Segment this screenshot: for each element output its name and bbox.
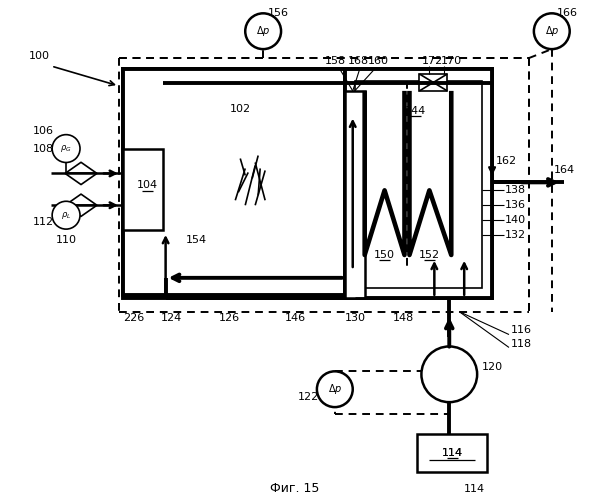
Bar bbox=[417, 434, 487, 472]
Text: 226: 226 bbox=[123, 312, 144, 322]
Text: 106: 106 bbox=[33, 126, 54, 136]
Circle shape bbox=[421, 346, 477, 402]
Text: $\Delta p$: $\Delta p$ bbox=[327, 382, 342, 396]
Circle shape bbox=[534, 14, 570, 49]
Text: 146: 146 bbox=[285, 312, 306, 322]
Text: Фиг. 15: Фиг. 15 bbox=[270, 482, 320, 495]
Bar bbox=[355, 81, 482, 288]
Text: 114: 114 bbox=[464, 484, 485, 494]
Text: 148: 148 bbox=[392, 312, 414, 322]
Text: $\rho_G$: $\rho_G$ bbox=[60, 143, 72, 154]
Text: 124: 124 bbox=[161, 312, 182, 322]
Text: $\Delta p$: $\Delta p$ bbox=[544, 24, 559, 38]
Text: 132: 132 bbox=[505, 230, 526, 240]
Bar bbox=[345, 91, 365, 298]
Text: 112: 112 bbox=[33, 217, 54, 227]
Text: 138: 138 bbox=[505, 186, 526, 196]
Text: 118: 118 bbox=[511, 340, 532, 349]
Text: 166: 166 bbox=[557, 8, 578, 18]
Text: 172: 172 bbox=[421, 56, 443, 66]
Text: 168: 168 bbox=[348, 56, 369, 66]
Text: 100: 100 bbox=[30, 51, 50, 61]
Bar bbox=[123, 69, 345, 294]
Text: 136: 136 bbox=[505, 200, 526, 210]
Circle shape bbox=[52, 134, 80, 162]
Text: 110: 110 bbox=[56, 235, 77, 245]
Text: 162: 162 bbox=[496, 156, 517, 166]
Text: 154: 154 bbox=[186, 235, 207, 245]
Text: $\rho_L$: $\rho_L$ bbox=[61, 210, 71, 220]
Text: 116: 116 bbox=[511, 324, 532, 334]
Text: 170: 170 bbox=[441, 56, 462, 66]
Bar bbox=[345, 69, 492, 298]
Text: 156: 156 bbox=[268, 8, 289, 18]
Text: 130: 130 bbox=[345, 312, 366, 322]
Text: 140: 140 bbox=[505, 215, 526, 225]
Text: 104: 104 bbox=[137, 180, 158, 190]
Text: 164: 164 bbox=[554, 166, 575, 175]
Text: 152: 152 bbox=[419, 250, 440, 260]
Circle shape bbox=[245, 14, 281, 49]
Circle shape bbox=[52, 202, 80, 229]
Text: 120: 120 bbox=[482, 362, 504, 372]
Text: 122: 122 bbox=[298, 392, 319, 402]
Text: 108: 108 bbox=[33, 144, 54, 154]
Text: 114: 114 bbox=[441, 448, 463, 458]
Text: 126: 126 bbox=[218, 312, 239, 322]
Text: 114: 114 bbox=[441, 448, 463, 458]
Bar bbox=[123, 148, 163, 230]
Text: 158: 158 bbox=[325, 56, 346, 66]
Text: 160: 160 bbox=[368, 56, 389, 66]
Text: 150: 150 bbox=[374, 250, 395, 260]
Bar bbox=[420, 74, 447, 91]
Text: 144: 144 bbox=[405, 106, 426, 116]
Circle shape bbox=[317, 372, 353, 407]
Bar bbox=[123, 69, 492, 298]
Text: 102: 102 bbox=[230, 104, 251, 114]
Text: $\Delta p$: $\Delta p$ bbox=[256, 24, 270, 38]
